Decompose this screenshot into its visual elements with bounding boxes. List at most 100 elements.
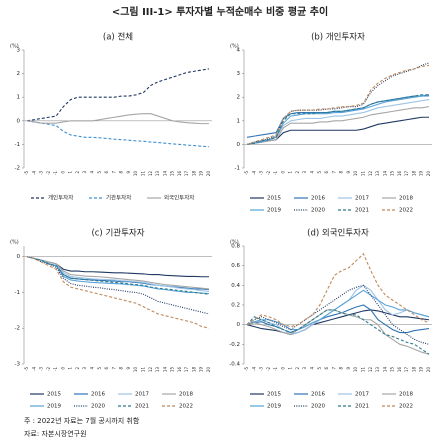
x-tick-label: 1 bbox=[288, 171, 293, 174]
legend-label: 2019 bbox=[267, 208, 281, 214]
legend-label: 2015 bbox=[47, 392, 61, 398]
x-tick-label: 3 bbox=[302, 171, 307, 174]
x-tick-label: -1 bbox=[273, 367, 278, 371]
series-line bbox=[246, 284, 430, 345]
x-tick-label: 4 bbox=[90, 171, 95, 174]
y-tick-label: -2 bbox=[15, 166, 20, 172]
x-tick-label: 2 bbox=[75, 171, 80, 174]
y-tick-label: 2 bbox=[17, 71, 21, 77]
series-line bbox=[26, 256, 210, 290]
chart-panel: (d) 외국인투자자 (%) -0.4 -0.2 0 0.2 0.4 0.6 0.8 -5 -4 -3… bbox=[229, 228, 432, 410]
y-tick-label: 2 bbox=[237, 95, 241, 101]
x-tick-label: 6 bbox=[324, 367, 329, 370]
y-unit: (%) bbox=[10, 240, 19, 246]
x-tick-label: 6 bbox=[104, 171, 109, 174]
x-tick-label: 0 bbox=[60, 171, 65, 174]
series-line bbox=[246, 94, 429, 145]
x-tick-label: 4 bbox=[310, 171, 315, 174]
series-line bbox=[26, 256, 209, 278]
x-tick-label: 6 bbox=[104, 367, 109, 370]
y-tick-label: 0 bbox=[17, 118, 21, 124]
legend-label: 개인투자자 bbox=[48, 194, 73, 202]
y-tick-label: 0 bbox=[17, 254, 21, 260]
x-tick-label: 3 bbox=[302, 367, 307, 370]
x-tick-label: 17 bbox=[404, 171, 409, 177]
x-tick-label: 5 bbox=[317, 367, 322, 370]
legend-label: 기관투자자 bbox=[106, 194, 131, 202]
legend-label: 2015 bbox=[267, 196, 281, 202]
x-tick-label: 16 bbox=[397, 367, 402, 373]
x-tick-label: 9 bbox=[126, 367, 131, 370]
x-tick-label: 16 bbox=[177, 367, 182, 373]
series-line bbox=[26, 256, 210, 329]
x-tick-label: 20 bbox=[206, 367, 211, 373]
legend-label: 2019 bbox=[267, 404, 281, 410]
y-tick-label: -0.2 bbox=[229, 342, 240, 348]
series-line bbox=[26, 120, 210, 148]
x-tick-label: 3 bbox=[82, 367, 87, 370]
x-tick-label: 8 bbox=[339, 171, 344, 174]
x-tick-label: 11 bbox=[360, 367, 365, 373]
x-tick-label: 18 bbox=[191, 367, 196, 373]
x-tick-label: 14 bbox=[382, 171, 387, 177]
legend-label: 2022 bbox=[399, 208, 413, 214]
x-tick-label: 1 bbox=[288, 367, 293, 370]
x-tick-label: 11 bbox=[140, 171, 145, 177]
series-line bbox=[246, 309, 430, 336]
series-line bbox=[26, 68, 210, 122]
x-tick-label: 1 bbox=[68, 367, 73, 370]
x-tick-label: 7 bbox=[331, 171, 336, 174]
y-tick-label: -1 bbox=[15, 142, 20, 148]
y-tick-label: 0.6 bbox=[231, 263, 240, 269]
y-tick-label: -1 bbox=[15, 290, 20, 296]
x-tick-label: 16 bbox=[397, 171, 402, 177]
legend-label: 외국인투자자 bbox=[164, 194, 194, 202]
x-tick-label: 15 bbox=[390, 367, 395, 373]
x-tick-label: 2 bbox=[295, 367, 300, 370]
series-line bbox=[246, 309, 430, 355]
legend-label: 2021 bbox=[355, 404, 369, 410]
x-tick-label: 10 bbox=[133, 367, 138, 373]
x-tick-label: 2 bbox=[75, 367, 80, 370]
y-unit: (%) bbox=[230, 240, 239, 246]
y-tick-label: 1 bbox=[17, 95, 21, 101]
chart-title: (d) 외국인투자자 bbox=[307, 228, 369, 239]
x-tick-label: 5 bbox=[97, 171, 102, 174]
x-tick-label: 12 bbox=[148, 171, 153, 177]
x-tick-label: 16 bbox=[177, 171, 182, 177]
x-tick-label: 6 bbox=[324, 171, 329, 174]
series-line bbox=[246, 289, 430, 331]
x-tick-label: -3 bbox=[259, 171, 264, 175]
x-tick-label: 19 bbox=[419, 367, 424, 373]
legend-label: 2020 bbox=[311, 208, 325, 214]
y-tick-label: 0.2 bbox=[231, 303, 240, 309]
legend-label: 2019 bbox=[47, 404, 61, 410]
x-tick-label: 4 bbox=[310, 367, 315, 370]
legend-label: 2018 bbox=[399, 392, 413, 398]
x-tick-label: 14 bbox=[382, 367, 387, 373]
x-tick-label: -2 bbox=[266, 171, 271, 175]
x-tick-label: 11 bbox=[360, 171, 365, 177]
legend-label: 2022 bbox=[399, 404, 413, 410]
x-tick-label: 13 bbox=[375, 367, 380, 373]
y-tick-label: -3 bbox=[15, 362, 21, 368]
legend-label: 2021 bbox=[355, 208, 369, 214]
x-tick-label: -4 bbox=[31, 367, 36, 371]
x-tick-label: -4 bbox=[31, 171, 36, 175]
x-tick-label: 14 bbox=[162, 171, 167, 177]
legend-label: 2020 bbox=[91, 404, 105, 410]
legend-label: 2018 bbox=[399, 196, 413, 202]
x-tick-label: 20 bbox=[426, 171, 431, 177]
x-tick-label: 0 bbox=[280, 367, 285, 370]
x-tick-label: 13 bbox=[155, 171, 160, 177]
x-tick-label: -5 bbox=[244, 171, 249, 175]
x-tick-label: 19 bbox=[419, 171, 424, 177]
x-tick-label: 14 bbox=[162, 367, 167, 373]
x-tick-label: 2 bbox=[295, 171, 300, 174]
x-tick-label: -3 bbox=[39, 367, 44, 371]
x-tick-label: 1 bbox=[68, 171, 73, 174]
x-tick-label: 8 bbox=[339, 367, 344, 370]
